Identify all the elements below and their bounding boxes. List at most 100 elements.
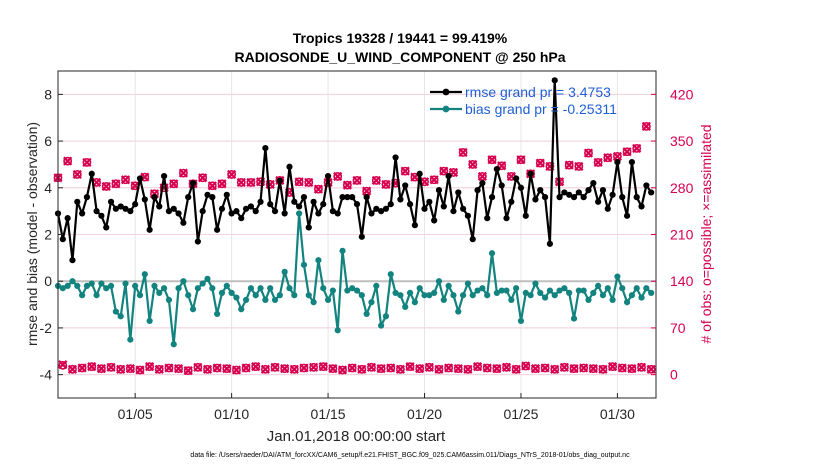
obs-assimilated-point	[612, 151, 622, 161]
obs-assimilated-point	[550, 364, 560, 374]
obs-assimilated-point	[453, 364, 463, 374]
bias-point	[262, 296, 269, 303]
obs-possible-point	[183, 366, 193, 376]
bias-point	[517, 317, 525, 325]
rmse-point	[286, 163, 293, 170]
rmse-point	[459, 205, 467, 212]
rmse-point	[561, 189, 568, 196]
rmse-point	[199, 208, 206, 215]
rmse-point	[242, 205, 250, 212]
rmse-point	[406, 201, 414, 208]
rmse-point	[421, 205, 428, 212]
bias-point	[392, 289, 399, 296]
rmse-point	[281, 210, 288, 217]
bias-point	[431, 289, 438, 296]
obs-assimilated-point	[169, 179, 179, 189]
obs-possible-point	[449, 168, 458, 177]
bias-point	[464, 280, 472, 287]
obs-assimilated-point	[125, 364, 135, 374]
obs-assimilated-point	[58, 360, 68, 370]
obs-possible-point	[492, 364, 502, 374]
rmse-point	[257, 198, 264, 205]
bias-point	[604, 285, 611, 292]
obs-possible-point	[125, 364, 135, 374]
obs-possible-point	[588, 364, 598, 374]
bias-point	[619, 285, 626, 292]
obs-possible-point	[371, 176, 381, 185]
rmse-point	[296, 203, 303, 210]
bias-point	[421, 292, 428, 299]
legend-rmse-marker	[442, 88, 450, 96]
obs-possible-point	[579, 363, 589, 373]
bias-point	[435, 278, 443, 285]
obs-assimilated-point	[588, 364, 598, 374]
bias-point	[416, 285, 423, 292]
bias-point	[132, 282, 139, 289]
bias-point	[508, 296, 515, 303]
bias-point	[329, 287, 336, 294]
bias-point	[334, 327, 341, 334]
bias-point	[628, 292, 635, 299]
rmse-point	[146, 226, 153, 233]
obs-assimilated-point	[535, 158, 545, 168]
y2-axis-label: # of obs: o=possible; ×=assimilated	[698, 124, 714, 343]
bias-point	[59, 285, 66, 292]
obs-assimilated-point	[395, 364, 405, 374]
obs-assimilated-point	[72, 169, 82, 180]
bias-point	[397, 292, 404, 299]
obs-possible-point	[58, 360, 68, 370]
y2-tick-label-2: 140	[670, 273, 694, 289]
obs-possible-point	[632, 144, 642, 153]
rmse-point	[185, 194, 192, 201]
obs-assimilated-point	[487, 155, 497, 165]
rmse-point	[440, 203, 447, 210]
rmse-point	[175, 210, 182, 217]
obs-possible-point	[193, 362, 203, 372]
obs-possible-point	[516, 155, 526, 165]
obs-possible-point	[260, 364, 270, 374]
rmse-point	[368, 210, 375, 217]
rmse-point	[628, 158, 635, 166]
rmse-point	[305, 224, 312, 231]
obs-assimilated-point	[198, 173, 208, 183]
obs-assimilated-point	[569, 364, 579, 374]
obs-possible-point	[178, 168, 188, 178]
obs-possible-point	[236, 178, 246, 187]
rmse-point	[469, 236, 476, 243]
rmse-point	[262, 144, 269, 152]
rmse-point	[609, 191, 616, 198]
rmse-point	[209, 194, 216, 201]
bias-point	[69, 278, 76, 285]
obs-possible-point	[502, 362, 511, 372]
rmse-point	[107, 198, 115, 205]
x-tick-label-5: 01/30	[600, 406, 635, 422]
obs-assimilated-point	[309, 362, 319, 372]
obs-possible-point	[154, 364, 164, 374]
obs-possible-point	[217, 179, 227, 189]
bias-point	[643, 285, 650, 292]
obs-assimilated-point	[145, 362, 155, 372]
obs-assimilated-point	[342, 180, 352, 190]
obs-possible-point	[135, 365, 145, 375]
rmse-point	[218, 205, 226, 212]
obs-possible-point	[169, 179, 179, 189]
obs-possible-point	[318, 362, 328, 372]
obs-possible-point	[227, 170, 237, 179]
bias-point	[561, 285, 568, 292]
obs-assimilated-point	[603, 153, 613, 163]
obs-possible-point	[463, 364, 473, 374]
obs-assimilated-point	[154, 364, 164, 374]
rmse-point	[541, 194, 549, 201]
obs-assimilated-point	[598, 364, 608, 374]
obs-assimilated-point	[120, 175, 131, 185]
bias-point	[358, 292, 365, 299]
obs-possible-point	[164, 363, 174, 373]
obs-assimilated-point	[444, 363, 454, 373]
rmse-point	[402, 182, 409, 189]
rmse-point	[98, 212, 105, 219]
rmse-point	[493, 166, 500, 173]
obs-assimilated-point	[371, 175, 381, 186]
rmse-point	[488, 194, 496, 201]
obs-assimilated-point	[381, 179, 391, 190]
obs-possible-point	[106, 362, 116, 372]
